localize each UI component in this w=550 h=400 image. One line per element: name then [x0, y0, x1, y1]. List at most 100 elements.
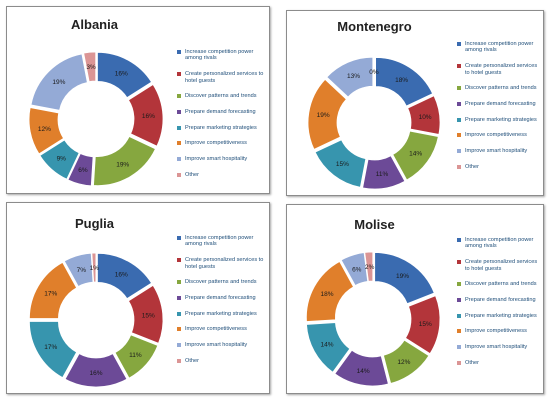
data-label: 13%	[347, 73, 360, 80]
legend-label: Improve smart hospitality	[185, 342, 248, 349]
chart-title: Montenegro	[337, 19, 412, 34]
legend-swatch	[177, 236, 181, 240]
slice-prepare-marketing-strategies	[29, 321, 78, 379]
legend-swatch	[457, 345, 461, 350]
legend-label: Improve competitiveness	[185, 326, 247, 333]
data-label: 17%	[44, 291, 57, 298]
slice-create-personalized-services-to-hotel-guests	[404, 295, 441, 355]
donut-chart: 16% 15% 11% 16% 17% 17% 7% 1%	[29, 252, 164, 388]
legend-label: Prepare marketing strategies	[465, 312, 537, 319]
legend-item-improve-competitiveness: Improve competitiveness	[177, 140, 267, 146]
legend-label: Prepare demand forecasting	[185, 294, 256, 301]
legend-label: Other	[185, 357, 199, 364]
slice-prepare-demand-forecasting	[64, 353, 128, 388]
slice-other	[364, 251, 374, 282]
legend-swatch	[457, 297, 461, 302]
legend-item-increase-competition-power-among-rivals: Increase competition power among rivals	[177, 235, 267, 248]
data-label: 7%	[77, 267, 87, 274]
data-label: 9%	[57, 156, 67, 163]
legend-item-prepare-demand-forecasting: Prepare demand forecasting	[177, 295, 267, 301]
slice-improve-smart-hospitality	[63, 252, 94, 287]
legend-item-improve-smart-hospitality: Improve smart hospitality	[177, 156, 267, 162]
slice-discover-patterns-and-trends	[382, 339, 430, 384]
legend-label: Improve competitiveness	[465, 132, 527, 139]
legend-item-create-personalized-services-to-hotel-guests: Create personalized services to hotel gu…	[457, 63, 543, 76]
data-label: 19%	[116, 161, 129, 168]
slice-improve-smart-hospitality	[326, 56, 374, 98]
legend-item-prepare-marketing-strategies: Prepare marketing strategies	[457, 313, 543, 319]
legend-item-other: Other	[177, 358, 267, 364]
data-label: 16%	[142, 113, 155, 120]
legend-swatch	[457, 329, 461, 334]
legend-label: Create personalized services to hotel gu…	[185, 257, 264, 270]
chart-panel-molise: Molise 19% 15% 12% 14% 14% 18% 6% 2% Increase c…	[286, 204, 544, 394]
legend-label: Increase competition power among rivals	[185, 49, 254, 62]
legend-label: Create personalized services to hotel gu…	[185, 71, 264, 84]
legend-label: Discover patterns and trends	[465, 85, 537, 92]
legend-item-increase-competition-power-among-rivals: Increase competition power among rivals	[457, 237, 543, 250]
data-label: 10%	[419, 114, 432, 121]
slice-improve-smart-hospitality	[30, 53, 88, 111]
legend-label: Increase competition power among rivals	[185, 235, 254, 248]
legend-item-create-personalized-services-to-hotel-guests: Create personalized services to hotel gu…	[177, 257, 267, 270]
chart-title: Molise	[354, 217, 395, 232]
chart-panel-montenegro: Montenegro 18% 10% 14% 11% 15% 19% 13% 0% Incre…	[286, 10, 544, 196]
legend-swatch	[177, 258, 181, 263]
legend-swatch	[177, 295, 181, 300]
legend-swatch	[457, 101, 461, 106]
legend-swatch	[457, 42, 461, 46]
data-label: 11%	[129, 352, 142, 359]
slice-improve-competitiveness	[28, 107, 65, 155]
legend-item-improve-competitiveness: Improve competitiveness	[177, 326, 267, 332]
data-label: 12%	[38, 126, 51, 133]
slice-create-personalized-services-to-hotel-guests	[407, 95, 441, 135]
data-label: 0%	[369, 69, 379, 76]
data-label: 19%	[396, 273, 409, 280]
data-label: 19%	[52, 79, 65, 86]
legend-swatch	[457, 164, 461, 169]
legend-label: Improve competitiveness	[465, 328, 527, 335]
legend-item-create-personalized-services-to-hotel-guests: Create personalized services to hotel gu…	[457, 259, 543, 272]
legend-label: Prepare demand forecasting	[465, 296, 536, 303]
data-label: 15%	[419, 321, 432, 328]
legend-swatch	[177, 280, 181, 285]
legend-label: Prepare marketing strategies	[185, 310, 257, 317]
legend-label: Other	[465, 359, 479, 366]
legend-swatch	[177, 311, 181, 316]
legend-item-discover-patterns-and-trends: Discover patterns and trends	[457, 85, 543, 91]
data-label: 6%	[352, 266, 362, 273]
slice-other	[91, 252, 97, 283]
slice-other	[83, 51, 97, 83]
chart-panel-puglia: Puglia 16% 15% 11% 16% 17% 17% 7% 1% Increase c…	[6, 202, 270, 394]
data-label: 12%	[397, 359, 410, 366]
slice-increase-competition-power-among-rivals	[97, 51, 153, 99]
legend-swatch	[457, 149, 461, 154]
data-label: 6%	[78, 167, 88, 174]
chart-legend: Increase competition power among rivals C…	[457, 41, 543, 179]
legend-item-other: Other	[457, 164, 543, 170]
data-label: 17%	[44, 344, 57, 351]
data-label: 2%	[365, 264, 375, 271]
legend-swatch	[177, 50, 181, 54]
data-label: 16%	[89, 370, 102, 377]
chart-legend: Increase competition power among rivals C…	[177, 235, 267, 373]
donut-chart: 18% 10% 14% 11% 15% 19% 13% 0%	[307, 56, 441, 190]
data-label: 16%	[115, 70, 128, 77]
legend-item-improve-smart-hospitality: Improve smart hospitality	[177, 342, 267, 348]
slice-create-personalized-services-to-hotel-guests	[127, 284, 164, 344]
legend-item-prepare-marketing-strategies: Prepare marketing strategies	[177, 311, 267, 317]
data-label: 19%	[317, 112, 330, 119]
legend-label: Increase competition power among rivals	[465, 41, 534, 54]
legend-item-prepare-demand-forecasting: Prepare demand forecasting	[457, 101, 543, 107]
slice-discover-patterns-and-trends	[93, 135, 156, 186]
legend-item-improve-smart-hospitality: Improve smart hospitality	[457, 148, 543, 154]
slice-improve-smart-hospitality	[340, 252, 369, 287]
donut-chart: 16% 16% 19% 6% 9% 12% 19% 3%	[28, 51, 164, 187]
legend-label: Improve smart hospitality	[185, 156, 248, 163]
slice-improve-competitiveness	[306, 260, 355, 322]
legend-item-prepare-demand-forecasting: Prepare demand forecasting	[457, 297, 543, 303]
legend-item-improve-smart-hospitality: Improve smart hospitality	[457, 344, 543, 350]
legend-label: Increase competition power among rivals	[465, 237, 534, 250]
data-label: 11%	[376, 171, 389, 178]
legend-label: Improve competitiveness	[185, 140, 247, 147]
